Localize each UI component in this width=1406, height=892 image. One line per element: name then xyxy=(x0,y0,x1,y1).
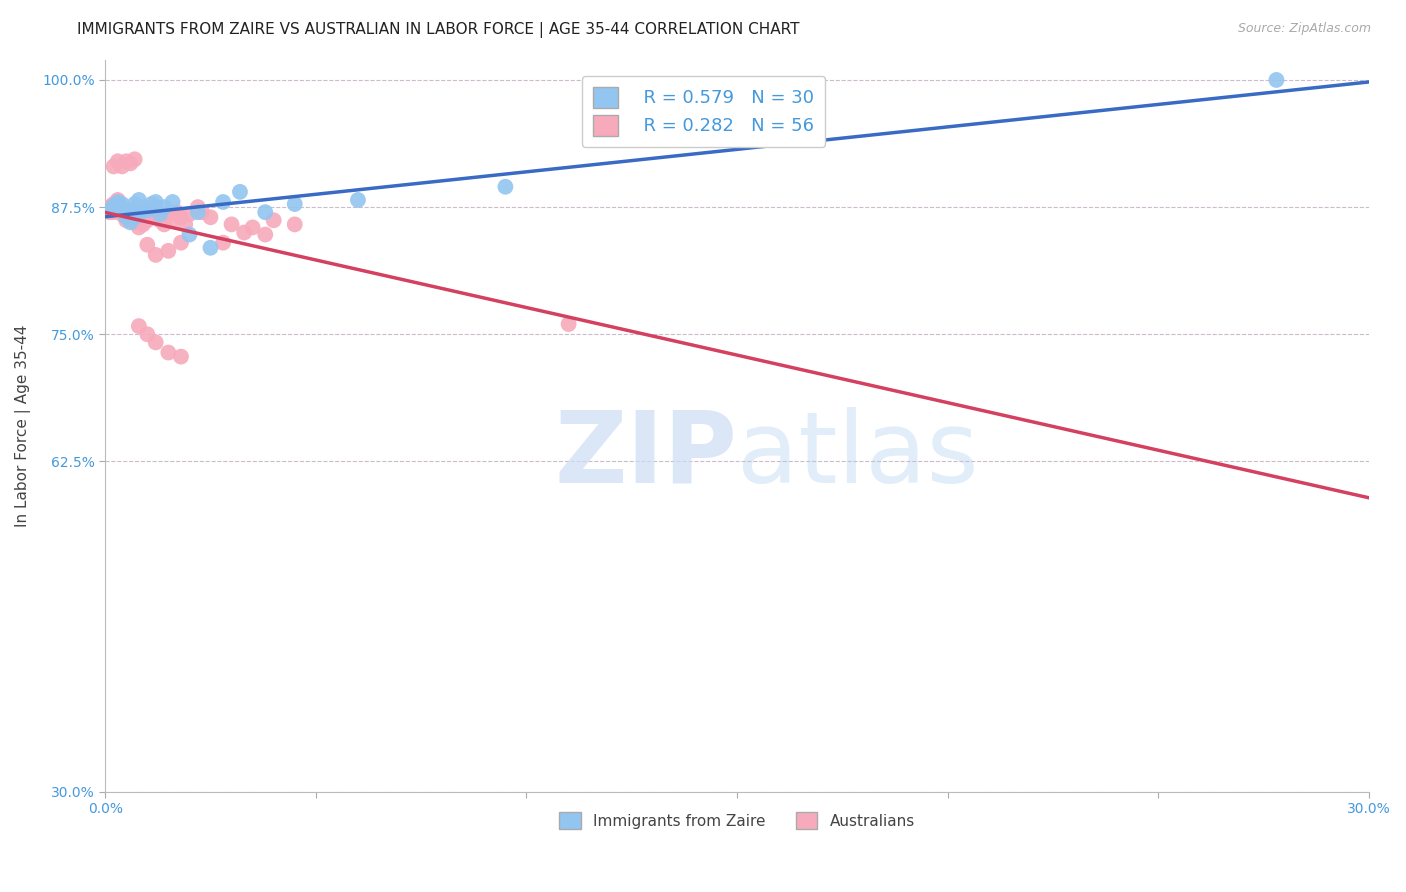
Point xyxy=(103,197,125,211)
Point xyxy=(254,227,277,242)
Point xyxy=(128,319,150,334)
Point xyxy=(128,193,150,207)
Point xyxy=(157,345,180,359)
Point xyxy=(212,194,235,209)
Point xyxy=(132,218,155,232)
Point xyxy=(557,317,579,331)
Point xyxy=(145,200,167,214)
Point xyxy=(107,193,129,207)
Point xyxy=(145,335,167,350)
Point xyxy=(115,154,138,169)
Text: atlas: atlas xyxy=(737,407,979,504)
Point xyxy=(141,211,163,225)
Legend: Immigrants from Zaire, Australians: Immigrants from Zaire, Australians xyxy=(554,805,921,836)
Point xyxy=(145,194,167,209)
Point xyxy=(128,220,150,235)
Text: ZIP: ZIP xyxy=(554,407,737,504)
Point xyxy=(98,205,121,219)
Point xyxy=(115,211,138,225)
Text: Source: ZipAtlas.com: Source: ZipAtlas.com xyxy=(1237,22,1371,36)
Point xyxy=(179,227,201,242)
Point xyxy=(120,156,142,170)
Point xyxy=(111,197,134,211)
Point xyxy=(115,203,138,218)
Point xyxy=(200,211,222,225)
Point xyxy=(263,213,285,227)
Point xyxy=(111,207,134,221)
Point xyxy=(166,205,188,219)
Point xyxy=(124,215,146,229)
Point xyxy=(162,213,184,227)
Point xyxy=(191,205,214,219)
Point xyxy=(124,211,146,225)
Point xyxy=(229,185,252,199)
Point xyxy=(120,203,142,218)
Point xyxy=(157,207,180,221)
Point xyxy=(254,205,277,219)
Point xyxy=(128,207,150,221)
Point xyxy=(111,200,134,214)
Point xyxy=(153,200,176,214)
Point xyxy=(174,218,197,232)
Point xyxy=(141,197,163,211)
Point xyxy=(120,215,142,229)
Point xyxy=(233,226,256,240)
Point xyxy=(200,241,222,255)
Point xyxy=(98,203,121,218)
Point xyxy=(136,203,159,218)
Point xyxy=(170,350,193,364)
Point xyxy=(107,154,129,169)
Point xyxy=(107,202,129,216)
Point xyxy=(170,235,193,250)
Point xyxy=(124,197,146,211)
Point xyxy=(136,203,159,218)
Point xyxy=(145,248,167,262)
Point xyxy=(124,207,146,221)
Point xyxy=(221,218,243,232)
Point xyxy=(128,211,150,225)
Point xyxy=(157,244,180,258)
Point xyxy=(107,194,129,209)
Point xyxy=(132,200,155,214)
Point xyxy=(132,207,155,221)
Point xyxy=(124,153,146,167)
Point xyxy=(120,205,142,219)
Point xyxy=(115,205,138,219)
Point xyxy=(187,200,209,214)
Point xyxy=(179,207,201,221)
Point xyxy=(136,237,159,252)
Text: IMMIGRANTS FROM ZAIRE VS AUSTRALIAN IN LABOR FORCE | AGE 35-44 CORRELATION CHART: IMMIGRANTS FROM ZAIRE VS AUSTRALIAN IN L… xyxy=(77,22,800,38)
Point xyxy=(149,207,172,221)
Point xyxy=(284,218,307,232)
Point xyxy=(136,327,159,342)
Point xyxy=(153,218,176,232)
Point xyxy=(347,193,370,207)
Point xyxy=(98,200,121,214)
Point xyxy=(162,194,184,209)
Point xyxy=(115,213,138,227)
Point xyxy=(170,211,193,225)
Point xyxy=(242,220,264,235)
Point xyxy=(187,205,209,219)
Point xyxy=(136,213,159,227)
Point xyxy=(103,205,125,219)
Point xyxy=(1265,73,1288,87)
Point xyxy=(111,160,134,174)
Point xyxy=(103,160,125,174)
Point xyxy=(149,213,172,227)
Point xyxy=(103,199,125,213)
Point xyxy=(120,211,142,225)
Point xyxy=(284,197,307,211)
Y-axis label: In Labor Force | Age 35-44: In Labor Force | Age 35-44 xyxy=(15,325,31,527)
Point xyxy=(494,179,516,194)
Point xyxy=(212,235,235,250)
Point xyxy=(107,198,129,212)
